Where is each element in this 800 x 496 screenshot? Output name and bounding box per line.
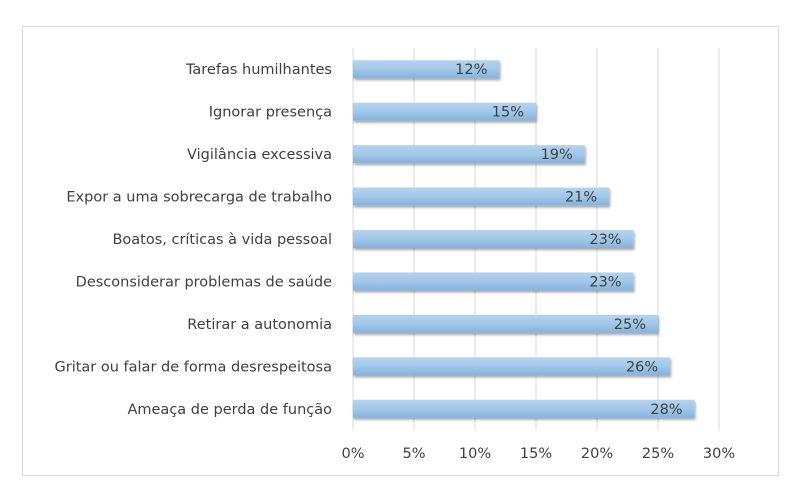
data-label: 25% [614, 317, 646, 333]
data-label: 23% [589, 274, 621, 290]
data-label: 19% [541, 147, 573, 163]
category-label: Ameaça de perda de função [127, 402, 332, 418]
bar [353, 230, 634, 248]
data-label: 21% [565, 190, 597, 206]
category-label: Ignorar presença [209, 105, 332, 121]
category-label: Vigilância excessiva [187, 147, 332, 163]
category-label: Boatos, críticas à vida pessoal [112, 232, 332, 248]
chart-frame [22, 26, 779, 476]
x-tick-label: 5% [402, 446, 425, 462]
bar [353, 102, 536, 121]
x-tick-label: 0% [341, 446, 364, 462]
data-label: 12% [455, 62, 487, 78]
x-tick-label: 10% [459, 446, 491, 462]
bar [353, 357, 671, 376]
bar [353, 145, 585, 164]
bar [353, 272, 634, 291]
x-tick-label: 25% [642, 446, 674, 462]
data-label: 28% [650, 402, 682, 418]
category-label: Retirar a autonomia [187, 317, 332, 333]
bar [353, 399, 695, 418]
category-label: Gritar ou falar de forma desrespeitosa [55, 359, 333, 375]
x-tick-label: 30% [703, 446, 735, 462]
category-label: Desconsiderar problemas de saúde [76, 274, 332, 290]
data-label: 26% [626, 359, 658, 375]
data-label: 15% [492, 105, 524, 121]
bar [353, 60, 500, 79]
x-tick-label: 20% [581, 446, 613, 462]
category-label: Tarefas humilhantes [185, 62, 332, 78]
bar [353, 314, 658, 333]
data-label: 23% [589, 232, 621, 248]
category-label: Expor a uma sobrecarga de trabalho [66, 190, 332, 206]
x-tick-label: 15% [520, 446, 552, 462]
bar [353, 187, 610, 206]
